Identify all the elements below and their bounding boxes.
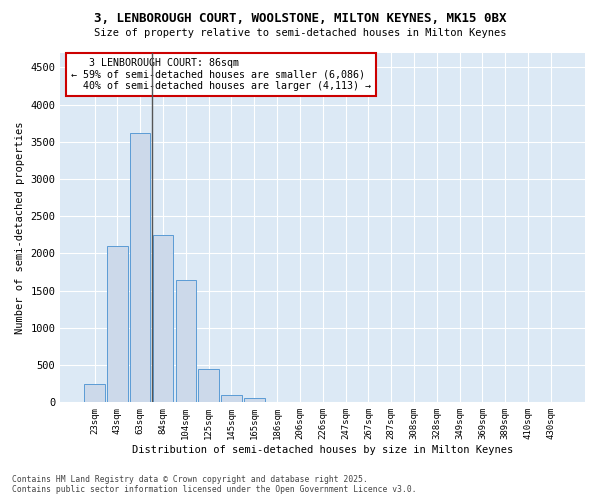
X-axis label: Distribution of semi-detached houses by size in Milton Keynes: Distribution of semi-detached houses by … xyxy=(132,445,514,455)
Bar xyxy=(221,396,242,402)
Bar xyxy=(107,246,128,402)
Bar xyxy=(84,384,105,402)
Bar xyxy=(153,235,173,402)
Y-axis label: Number of semi-detached properties: Number of semi-detached properties xyxy=(15,121,25,334)
Bar xyxy=(130,133,151,402)
Text: Size of property relative to semi-detached houses in Milton Keynes: Size of property relative to semi-detach… xyxy=(94,28,506,38)
Bar xyxy=(199,369,219,402)
Bar xyxy=(176,280,196,402)
Bar xyxy=(244,398,265,402)
Text: 3 LENBOROUGH COURT: 86sqm
← 59% of semi-detached houses are smaller (6,086)
  40: 3 LENBOROUGH COURT: 86sqm ← 59% of semi-… xyxy=(71,58,371,91)
Text: 3, LENBOROUGH COURT, WOOLSTONE, MILTON KEYNES, MK15 0BX: 3, LENBOROUGH COURT, WOOLSTONE, MILTON K… xyxy=(94,12,506,26)
Text: Contains HM Land Registry data © Crown copyright and database right 2025.
Contai: Contains HM Land Registry data © Crown c… xyxy=(12,474,416,494)
